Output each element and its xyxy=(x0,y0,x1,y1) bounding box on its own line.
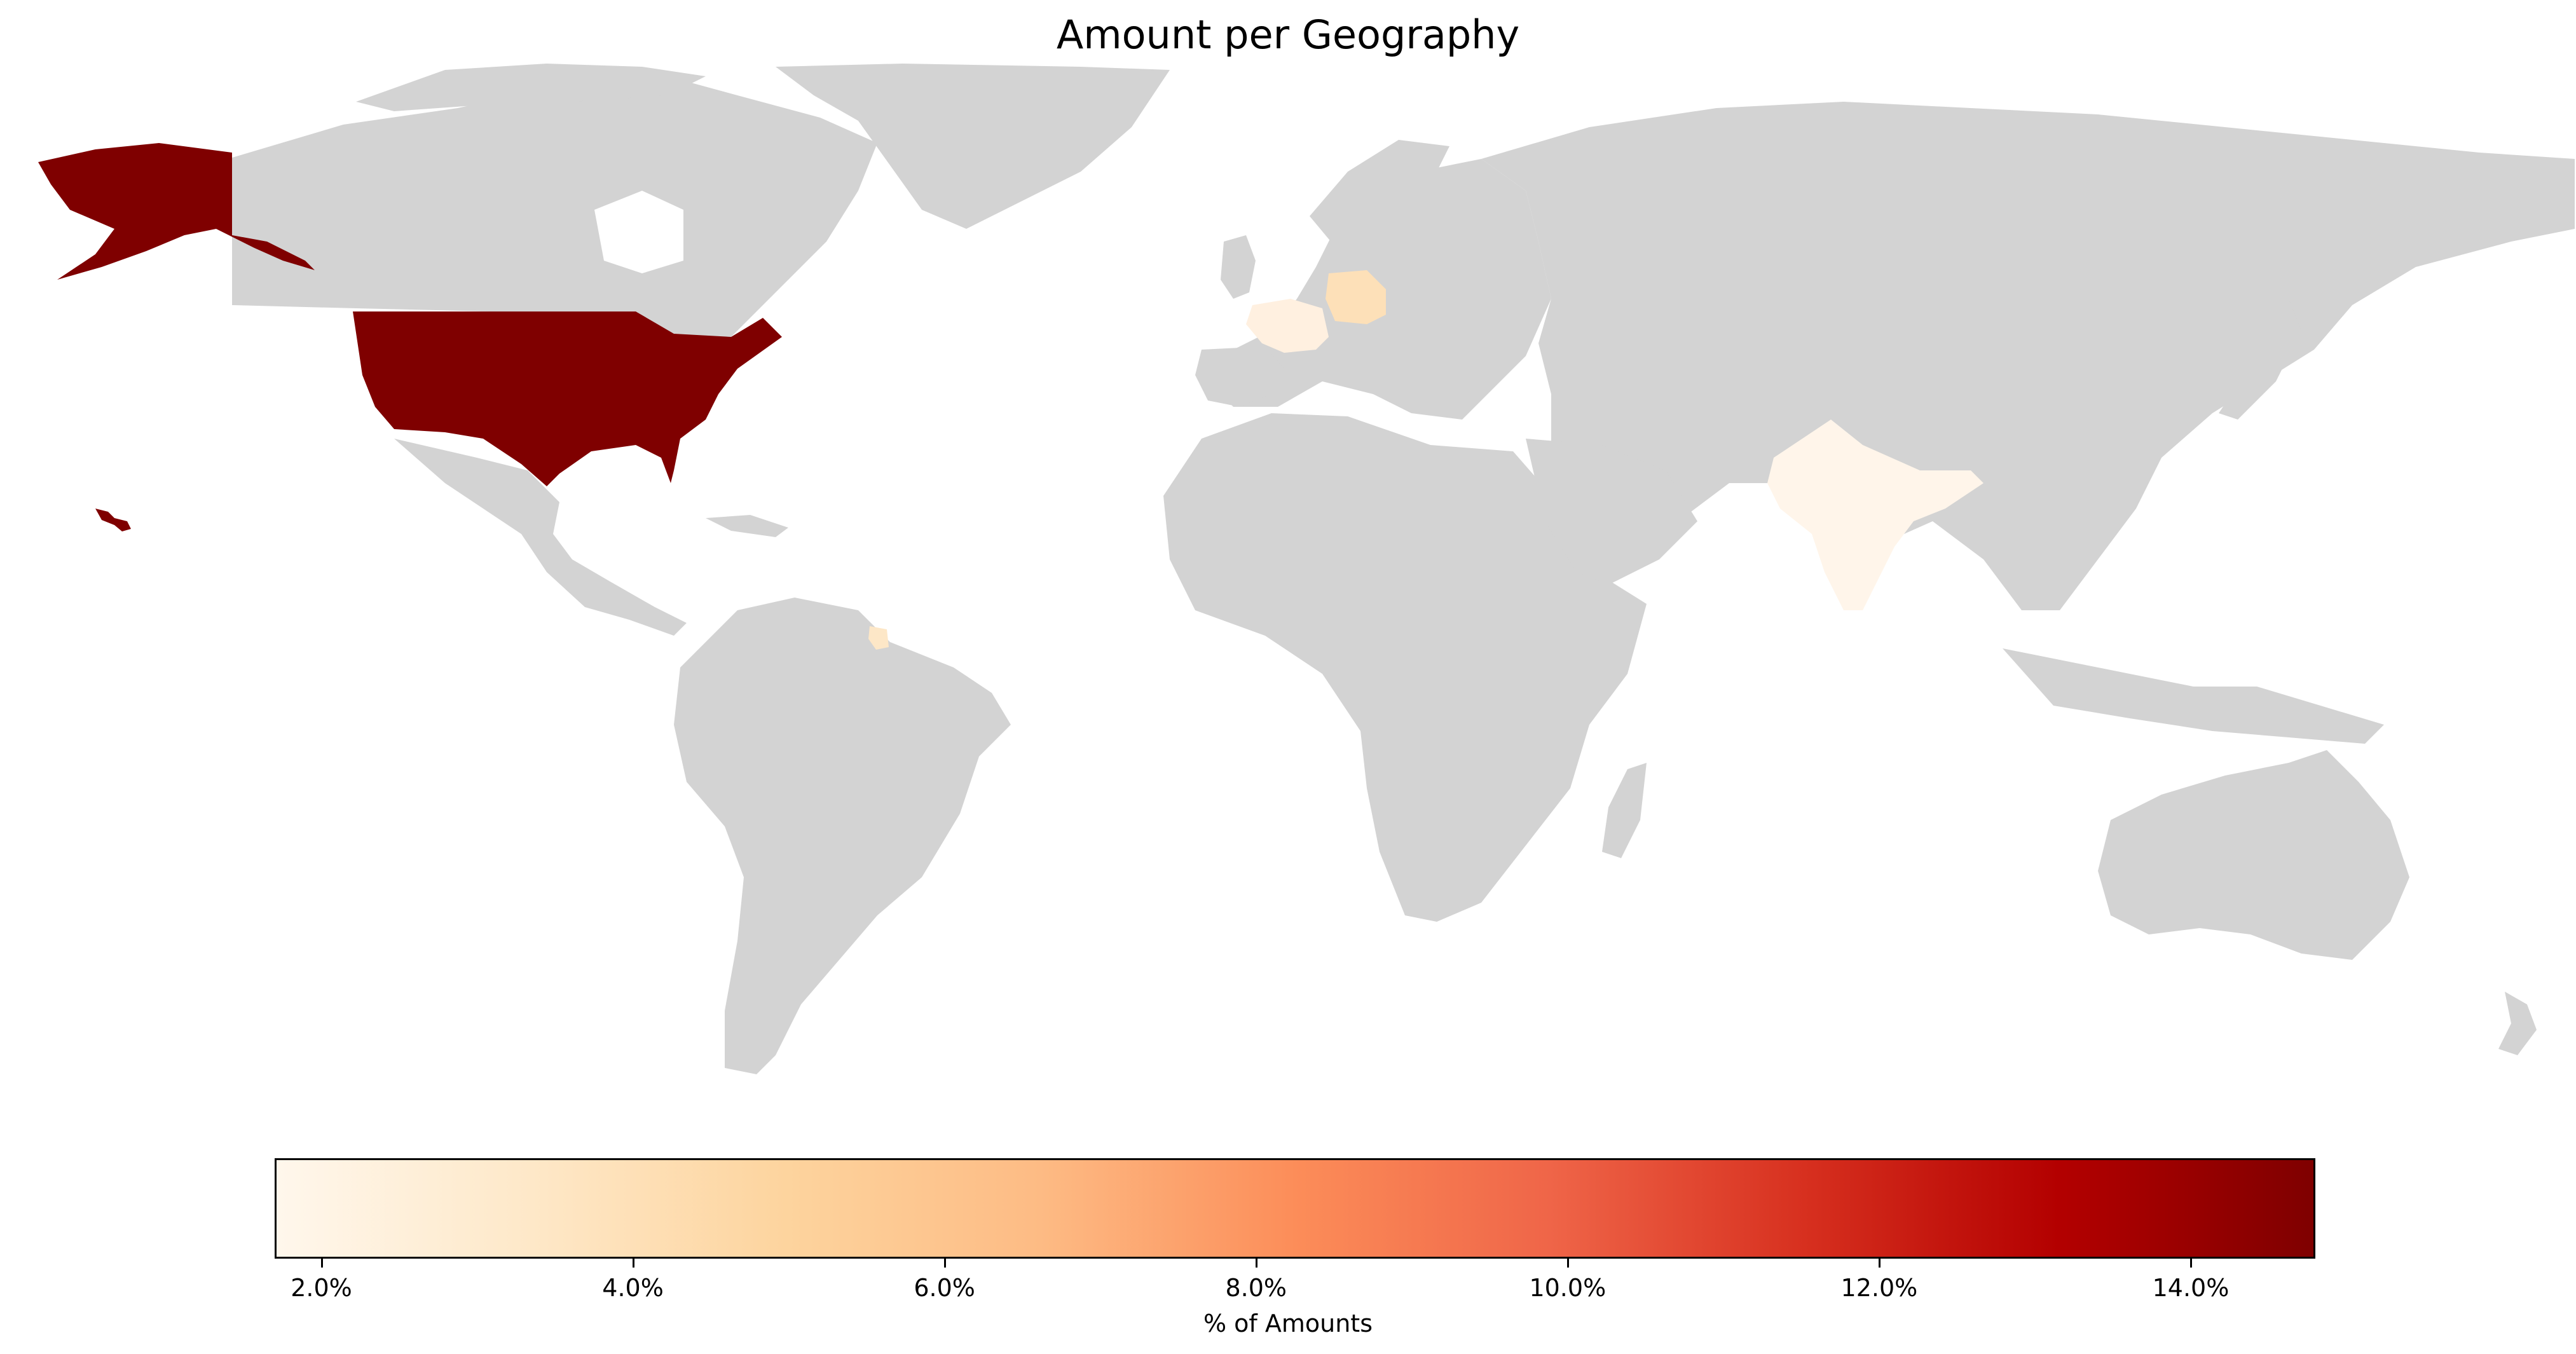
region-germany xyxy=(1326,270,1386,324)
region-canada-arctic xyxy=(356,64,706,111)
colorbar-tick-label: 12.0% xyxy=(1840,1274,1918,1302)
region-greenland xyxy=(776,64,1170,229)
region-suriname xyxy=(868,626,889,650)
region-france xyxy=(1246,299,1329,353)
region-cuba xyxy=(706,515,788,537)
region-madagascar xyxy=(1602,763,1647,858)
colorbar-tick-label: 14.0% xyxy=(2152,1274,2230,1302)
region-canada xyxy=(232,76,877,356)
colorbar-tick xyxy=(2189,1259,2192,1268)
region-australia xyxy=(2098,750,2409,960)
region-new-zealand xyxy=(2498,992,2537,1055)
region-arabia xyxy=(1526,439,1697,585)
colorbar-tick xyxy=(1878,1259,1881,1268)
region-southeast-asia xyxy=(2003,648,2384,744)
region-iberia xyxy=(1195,346,1284,407)
colorbar-label: % of Amounts xyxy=(1203,1310,1373,1337)
colorbar xyxy=(275,1158,2315,1259)
map-title: Amount per Geography xyxy=(1056,11,1520,58)
colorbar-tick-label: 4.0% xyxy=(602,1274,664,1302)
region-hawaii xyxy=(95,509,131,531)
colorbar-tick-label: 6.0% xyxy=(914,1274,975,1302)
colorbar-tick xyxy=(1566,1259,1569,1268)
colorbar-tick xyxy=(1255,1259,1257,1268)
region-alaska xyxy=(38,143,315,280)
colorbar-tick xyxy=(943,1259,946,1268)
colorbar-tick xyxy=(320,1259,323,1268)
region-scandinavia xyxy=(1310,140,1449,254)
world-map xyxy=(38,64,2575,1074)
region-south-america xyxy=(674,598,1011,1074)
region-japan xyxy=(2219,299,2301,420)
region-asia xyxy=(1481,102,2575,610)
region-uk xyxy=(1221,235,1256,299)
region-india xyxy=(1767,420,1983,610)
region-africa xyxy=(1163,413,1647,922)
colorbar-tick-label: 10.0% xyxy=(1529,1274,1607,1302)
region-hudson-bay-hole xyxy=(594,191,683,273)
region-mexico xyxy=(394,439,687,636)
colorbar-tick-label: 8.0% xyxy=(1225,1274,1287,1302)
region-united-states xyxy=(353,311,782,486)
colorbar-tick xyxy=(632,1259,634,1268)
colorbar-tick-label: 2.0% xyxy=(291,1274,352,1302)
